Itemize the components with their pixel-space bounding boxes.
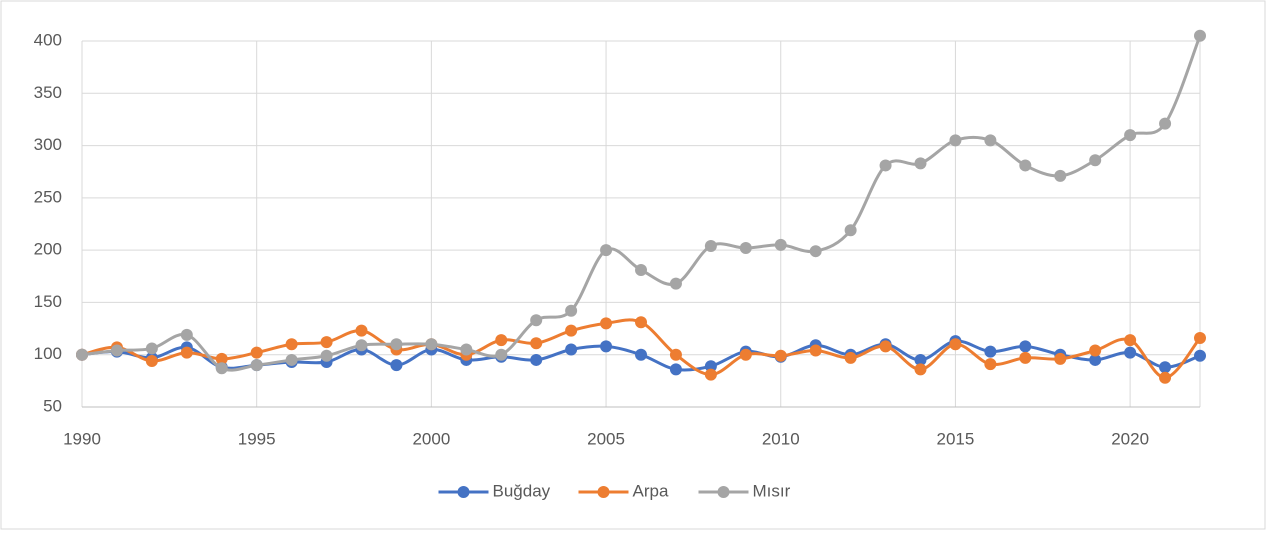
data-point	[949, 338, 962, 351]
y-tick-label: 100	[34, 344, 62, 363]
data-point	[984, 134, 997, 147]
data-point	[739, 348, 752, 361]
legend-label: Arpa	[633, 481, 669, 500]
data-point	[1159, 117, 1172, 130]
data-point	[1019, 351, 1032, 364]
data-point	[1124, 334, 1137, 347]
y-tick-label: 150	[34, 292, 62, 311]
data-point	[215, 362, 228, 375]
data-point	[145, 342, 158, 355]
data-point	[844, 351, 857, 364]
data-point	[460, 343, 473, 356]
y-tick-label: 400	[34, 30, 62, 49]
data-point	[704, 239, 717, 252]
data-point	[635, 348, 647, 361]
data-point	[914, 353, 927, 366]
data-point	[530, 314, 543, 327]
data-point	[145, 354, 158, 367]
data-point	[600, 317, 613, 330]
data-point	[914, 157, 927, 170]
legend-marker	[717, 486, 730, 498]
data-point	[879, 340, 892, 353]
data-point	[600, 340, 613, 353]
data-point	[425, 338, 438, 351]
data-point	[215, 352, 228, 365]
legend-label: Buğday	[493, 481, 551, 500]
data-point	[774, 349, 787, 362]
data-point	[914, 363, 927, 376]
x-tick-label: 1990	[63, 429, 101, 448]
data-point	[495, 334, 508, 347]
data-point	[984, 358, 997, 371]
data-point	[180, 346, 193, 359]
data-point	[600, 244, 613, 257]
data-point	[1124, 129, 1137, 142]
data-point	[110, 344, 123, 357]
data-point	[250, 359, 263, 372]
data-point	[565, 304, 578, 317]
x-tick-label: 2015	[937, 429, 975, 448]
data-point	[1194, 29, 1206, 42]
data-point	[1194, 349, 1206, 362]
data-point	[565, 343, 578, 356]
data-point	[809, 344, 822, 357]
data-point	[809, 245, 822, 258]
data-point	[1124, 346, 1137, 359]
x-tick-label: 2005	[587, 429, 625, 448]
data-point	[76, 348, 88, 361]
data-point	[285, 338, 298, 351]
data-point	[1159, 371, 1172, 384]
x-tick-label: 2010	[762, 429, 800, 448]
data-point	[390, 338, 403, 351]
data-point	[984, 345, 997, 358]
legend-marker	[457, 486, 470, 498]
data-point	[285, 353, 298, 366]
data-point	[250, 346, 263, 359]
data-point	[180, 328, 193, 341]
data-point	[1019, 159, 1032, 172]
data-point	[390, 359, 403, 372]
data-point	[530, 337, 543, 350]
data-point	[704, 368, 717, 381]
data-point	[669, 363, 682, 376]
data-point	[355, 324, 368, 337]
data-point	[774, 238, 787, 251]
data-point	[1019, 340, 1032, 353]
y-tick-label: 350	[34, 83, 62, 102]
data-point	[844, 224, 857, 237]
data-point	[879, 159, 892, 172]
data-point	[320, 336, 333, 349]
y-tick-label: 300	[34, 135, 62, 154]
legend-label: Mısır	[753, 481, 791, 500]
data-point	[704, 360, 717, 373]
data-point	[635, 264, 647, 277]
data-point	[669, 348, 682, 361]
data-point	[1159, 361, 1172, 374]
data-point	[635, 316, 647, 329]
data-point	[355, 339, 368, 352]
data-point	[1089, 353, 1102, 366]
data-point	[495, 348, 508, 361]
y-tick-label: 250	[34, 187, 62, 206]
data-point	[1089, 154, 1102, 167]
data-point	[1089, 344, 1102, 357]
data-point	[1054, 352, 1067, 365]
data-point	[739, 242, 752, 255]
data-point	[530, 353, 543, 366]
data-point	[565, 324, 578, 337]
legend-marker	[597, 486, 610, 498]
x-tick-label: 2000	[412, 429, 450, 448]
data-point	[1054, 169, 1067, 182]
x-tick-label: 1995	[238, 429, 276, 448]
y-tick-label: 200	[34, 240, 62, 259]
y-tick-label: 50	[43, 396, 62, 415]
data-point	[320, 349, 333, 362]
data-point	[949, 134, 962, 147]
data-point	[669, 277, 682, 290]
data-point	[1194, 331, 1206, 344]
x-tick-label: 2020	[1111, 429, 1149, 448]
